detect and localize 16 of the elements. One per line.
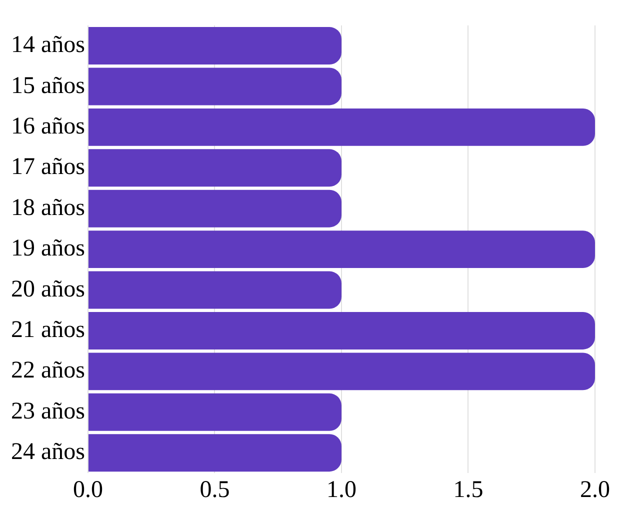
y-tick-label: 16 años	[10, 113, 85, 140]
y-tick-label: 18 años	[10, 194, 85, 221]
y-tick-label: 23 años	[10, 398, 85, 424]
x-tick-label: 1.0	[326, 476, 356, 503]
y-tick-label: 17 años	[10, 154, 85, 180]
y-tick-label: 14 años	[10, 32, 85, 58]
y-tick-label: 19 años	[10, 236, 85, 262]
y-tick-label: 15 años	[10, 72, 85, 99]
y-tick-label: 20 años	[10, 276, 85, 302]
y-tick-label: 24 años	[10, 439, 85, 466]
x-tick-label: 0.5	[200, 476, 230, 503]
y-tick-label: 22 años	[10, 358, 85, 384]
x-tick-label: 1.5	[453, 476, 484, 503]
y-tick-label: 21 años	[10, 317, 85, 344]
x-tick-label: 2.0	[580, 476, 610, 503]
x-tick-label: 0.0	[72, 476, 103, 503]
